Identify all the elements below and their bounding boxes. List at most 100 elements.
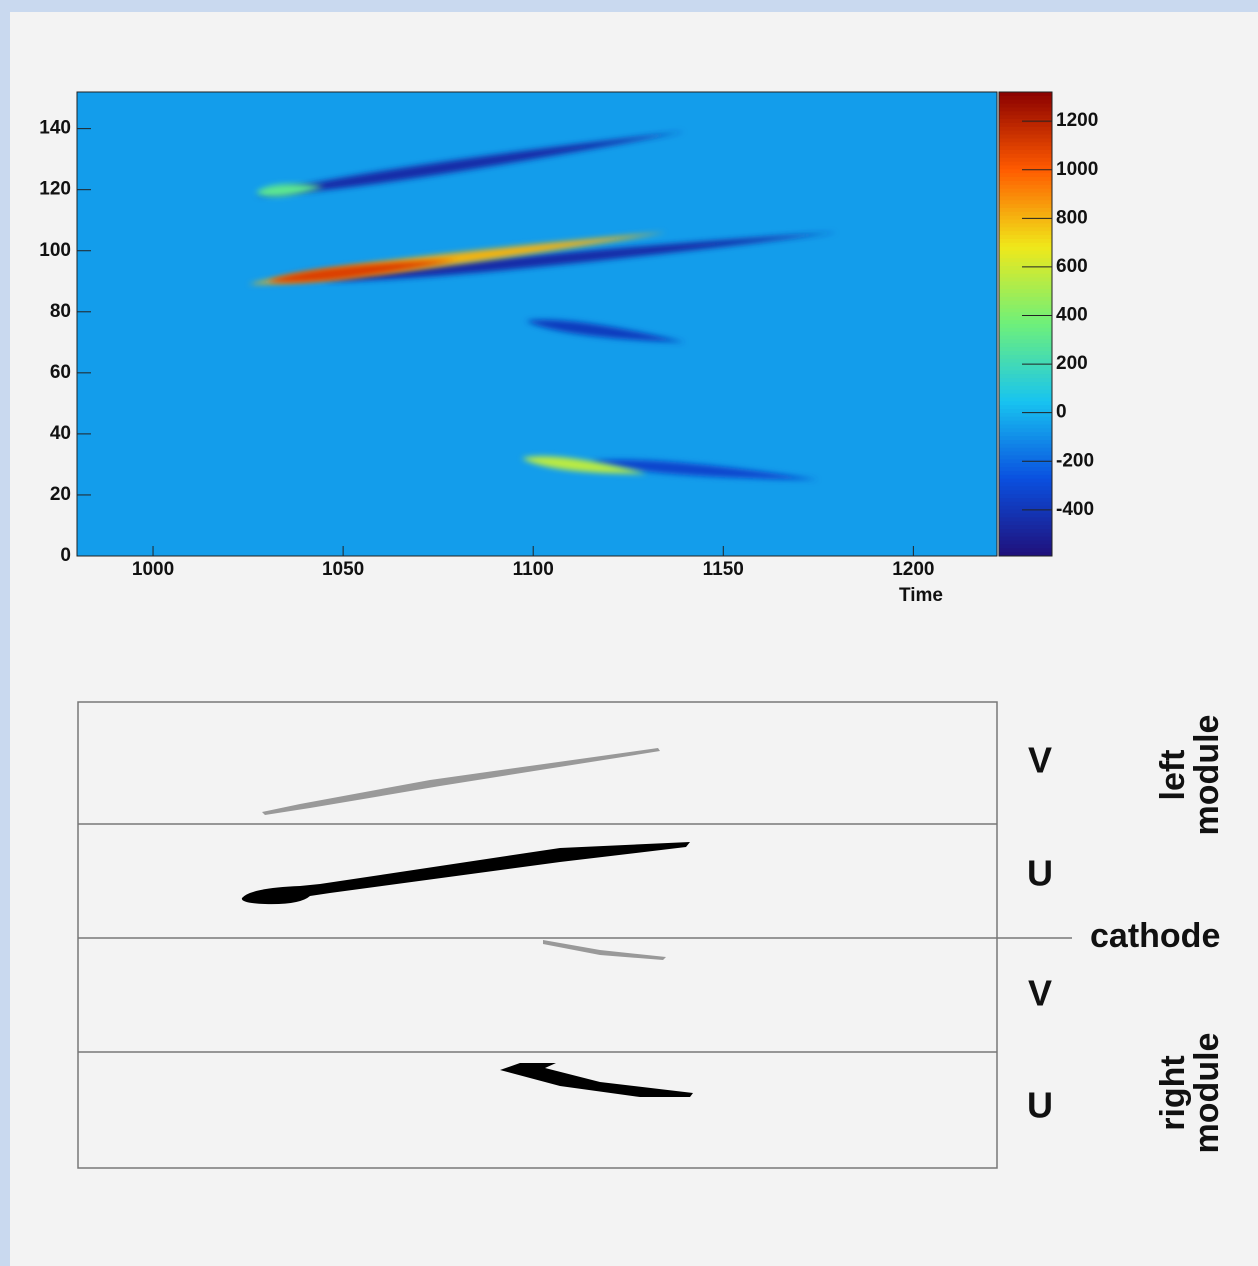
y-tick-label: 0 — [60, 545, 71, 566]
colorbar-tick-label: -200 — [1056, 450, 1094, 471]
colorbar-step — [999, 397, 1052, 402]
colorbar-step — [999, 440, 1052, 445]
colorbar-step — [999, 250, 1052, 255]
track-shape — [262, 748, 660, 815]
colorbar-step — [999, 424, 1052, 429]
colorbar-step — [999, 474, 1052, 480]
colorbar-step — [999, 362, 1052, 368]
y-tick-label: 60 — [50, 362, 71, 383]
colorbar-step — [999, 478, 1052, 484]
colorbar-step — [999, 443, 1052, 449]
colorbar-step — [999, 169, 1052, 174]
colorbar-step — [999, 150, 1052, 155]
module-label: left module — [1154, 714, 1226, 836]
colorbar-step — [999, 393, 1052, 398]
y-tick-label: 80 — [50, 301, 71, 322]
colorbar-step — [999, 262, 1052, 267]
colorbar-step — [999, 293, 1052, 298]
colorbar-step — [999, 285, 1052, 290]
colorbar-step — [999, 385, 1052, 391]
x-tick-label: 1100 — [513, 559, 554, 580]
track-shape — [543, 940, 666, 960]
colorbar-step — [999, 420, 1052, 426]
colorbar-step — [999, 304, 1052, 310]
colorbar-step — [999, 289, 1052, 294]
colorbar-step — [999, 184, 1052, 190]
colorbar-step — [999, 208, 1052, 213]
colorbar-step — [999, 227, 1052, 232]
colorbar-step — [999, 416, 1052, 422]
colorbar-step — [999, 451, 1052, 456]
colorbar-step — [999, 470, 1052, 476]
colorbar-tick-label: 800 — [1056, 207, 1088, 228]
track — [267, 259, 458, 283]
colorbar-step — [999, 347, 1052, 352]
colorbar-step — [999, 428, 1052, 433]
track-shape — [500, 1063, 693, 1097]
colorbar-step — [999, 92, 1052, 97]
colorbar-step — [999, 324, 1052, 329]
colorbar-step — [999, 111, 1052, 116]
track-shape — [241, 842, 690, 905]
x-tick-label: 1200 — [892, 559, 934, 580]
colorbar-step — [999, 498, 1052, 503]
colorbar-step — [999, 343, 1052, 348]
heatmap — [77, 92, 997, 556]
colorbar-step — [999, 505, 1052, 511]
diagram — [77, 701, 1072, 1169]
colorbar-step — [999, 432, 1052, 437]
colorbar-step — [999, 436, 1052, 441]
colorbar-step — [999, 177, 1052, 182]
y-tick-label: 20 — [50, 484, 71, 505]
colorbar-step — [999, 509, 1052, 514]
colorbar-step — [999, 266, 1052, 271]
colorbar-step — [999, 327, 1052, 333]
colorbar-step — [999, 455, 1052, 460]
colorbar-step — [999, 320, 1052, 325]
colorbar-step — [999, 99, 1052, 105]
colorbar-step — [999, 258, 1052, 263]
colorbar-tick-label: 200 — [1056, 353, 1088, 374]
colorbar-step — [999, 134, 1052, 139]
colorbar-step — [999, 103, 1052, 108]
frame — [77, 701, 998, 1169]
colorbar-step — [999, 223, 1052, 228]
cathode-label: cathode — [1090, 917, 1220, 955]
colorbar-step — [999, 389, 1052, 395]
colorbar-tick-label: 0 — [1056, 402, 1067, 423]
x-tick-label: 1050 — [322, 559, 364, 580]
axes: 1000 1050 1100 1150 1200 0 20 40 60 80 100 120 140 -4… — [39, 91, 1098, 580]
x-axis-label: Time — [899, 585, 943, 606]
colorbar-step — [999, 308, 1052, 313]
colorbar-step — [999, 192, 1052, 197]
colorbar-step — [999, 494, 1052, 499]
colorbar-step — [999, 370, 1052, 375]
colorbar-step — [999, 405, 1052, 410]
track — [525, 319, 686, 343]
colorbar-step — [999, 157, 1052, 163]
colorbar-step — [999, 548, 1052, 553]
colorbar-step — [999, 528, 1052, 534]
colorbar-tick-label: 600 — [1056, 256, 1088, 277]
track — [590, 459, 819, 480]
plane-label: U — [1027, 1085, 1053, 1126]
colorbar-step — [999, 165, 1052, 170]
y-tick-label: 120 — [39, 179, 71, 200]
colorbar-step — [999, 200, 1052, 205]
colorbar-tick-label: 400 — [1056, 305, 1088, 326]
colorbar-step — [999, 277, 1052, 282]
colorbar-tick-label: 1200 — [1056, 110, 1098, 131]
plane-label: V — [1028, 740, 1052, 781]
colorbar-step — [999, 126, 1052, 132]
colorbar-step — [999, 300, 1052, 306]
colorbar-step — [999, 378, 1052, 383]
colorbar-step — [999, 351, 1052, 356]
colorbar-step — [999, 374, 1052, 379]
colorbar-step — [999, 536, 1052, 542]
colorbar-step — [999, 142, 1052, 147]
colorbar-step — [999, 161, 1052, 166]
track — [324, 232, 838, 282]
colorbar-tick-label: 1000 — [1056, 159, 1098, 180]
track — [255, 184, 325, 197]
